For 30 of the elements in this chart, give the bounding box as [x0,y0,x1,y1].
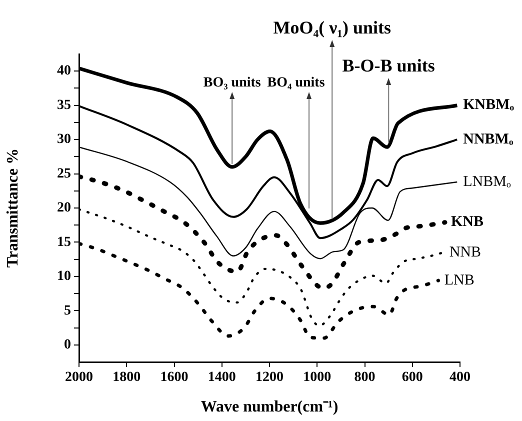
y-tick-label: 15 [57,234,71,250]
x-tick-label: 1400 [208,370,236,386]
y-tick-label: 25 [57,166,71,182]
x-tick-label: 2000 [65,370,93,386]
x-tick-label: 800 [354,370,376,386]
y-tick-label: 20 [57,200,71,216]
y-axis-title: Transmittance % [4,148,22,268]
y-tick-label: 0 [64,338,71,352]
x-tick-label: 1000 [303,370,332,386]
series-label: LNB [444,272,474,288]
y-tick-label: 5 [64,303,71,318]
annotation: BO₃ units [203,76,262,91]
x-tick-label: 600 [402,370,423,386]
series-label: LNBMₒ [463,174,512,190]
series-label: NNB [449,244,482,260]
series-label: NNBMₒ [463,131,514,148]
annotation: B-O-B units [342,56,435,76]
annotation: MoO₄( ν₁) units [273,18,392,38]
x-tick-label: 1800 [112,370,141,386]
y-tick-label: 35 [57,98,71,113]
series-label: KNBMₒ [463,97,515,114]
y-tick-label: 10 [57,269,71,284]
x-axis-title: Wave number(cm⁻¹) [200,398,338,416]
y-tick-label: 40 [57,64,71,79]
y-tick-label: 30 [57,132,71,148]
x-tick-label: 1600 [160,370,188,386]
series-label: KNB [451,214,484,230]
annotation: BO₄ units [267,76,326,91]
x-tick-label: 400 [450,370,470,386]
x-tick-label: 1200 [256,370,284,386]
